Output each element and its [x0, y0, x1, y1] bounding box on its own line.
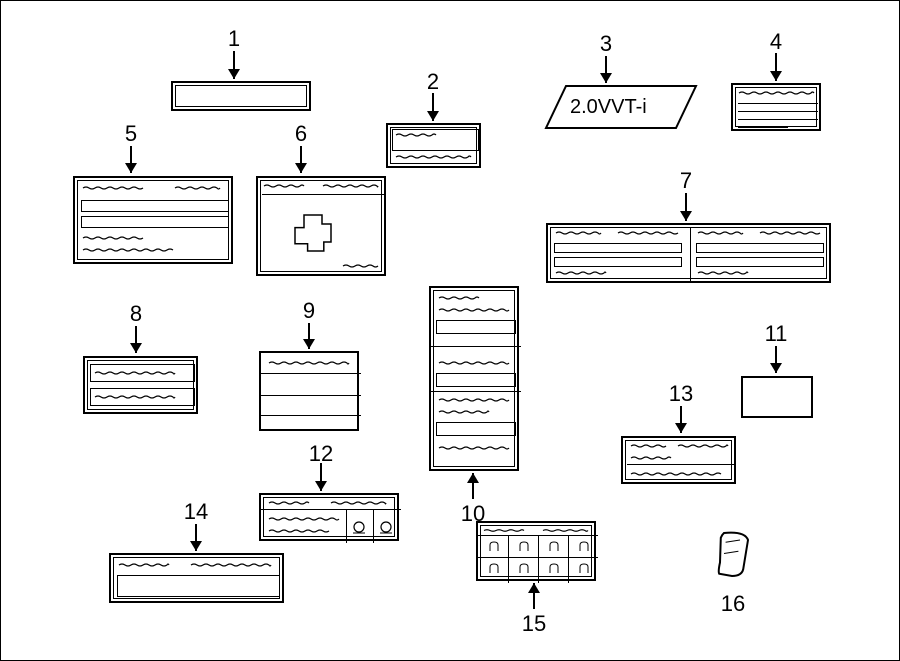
label-7	[546, 223, 831, 283]
label-10	[429, 286, 519, 471]
label-13	[621, 436, 736, 484]
diagram-canvas: 1232.0VVT-i45678910111213141516	[0, 0, 900, 661]
arrow-3	[598, 48, 614, 91]
label-11	[741, 376, 813, 418]
arrow-8	[128, 318, 144, 361]
label-6	[256, 176, 386, 276]
arrow-10	[465, 465, 481, 507]
label-12	[259, 493, 399, 541]
label-15	[476, 521, 596, 581]
label-1	[171, 81, 311, 111]
label-8	[83, 356, 198, 414]
arrow-11	[768, 338, 784, 381]
arrow-13	[673, 398, 689, 441]
label-5	[73, 176, 233, 264]
label-2	[386, 123, 481, 168]
label-14	[109, 553, 284, 603]
label-16	[716, 531, 754, 582]
label-text-3: 2.0VVT-i	[570, 96, 647, 119]
arrow-15	[526, 575, 542, 617]
callout-16: 16	[721, 591, 745, 617]
label-9	[259, 351, 359, 431]
label-4	[731, 83, 821, 131]
arrow-6	[293, 138, 309, 181]
arrow-5	[123, 138, 139, 181]
